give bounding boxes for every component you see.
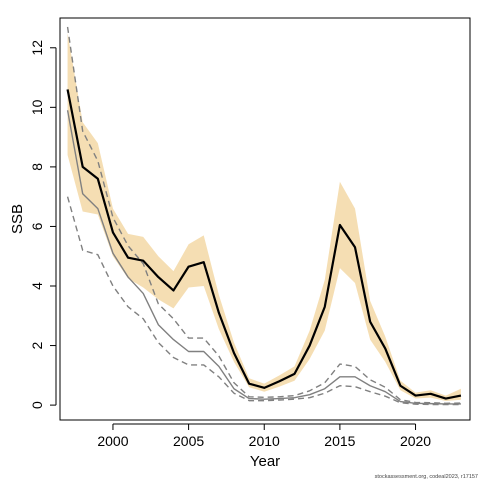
y-tick-label: 4 — [29, 282, 45, 290]
axis-layer: 2000 2005 2010 2015 2020 0 2 4 6 8 10 12 — [29, 40, 431, 449]
x-tick-label: 2010 — [249, 433, 280, 449]
previous-lower-dashed-line — [66, 196, 461, 406]
previous-estimate-line — [66, 110, 461, 405]
y-tick-label: 12 — [29, 40, 45, 56]
y-tick-label: 6 — [29, 222, 45, 230]
y-tick-label: 0 — [29, 401, 45, 409]
x-tick-label: 2005 — [173, 433, 204, 449]
ssb-estimate-line — [66, 89, 462, 400]
x-tick-label: 2000 — [97, 433, 128, 449]
plot-box — [59, 17, 471, 421]
x-axis-title: Year — [250, 453, 280, 470]
y-tick-label: 10 — [29, 99, 45, 115]
previous-upper-dashed-line — [66, 26, 461, 405]
estimate-confidence-band — [67, 32, 461, 401]
y-tick-label: 2 — [29, 341, 45, 349]
series-line-layer — [66, 26, 462, 406]
x-tick-label: 2015 — [324, 433, 355, 449]
x-tick-label: 2020 — [400, 433, 431, 449]
confidence-band-layer — [67, 32, 461, 401]
y-axis-title: SSB — [9, 204, 26, 234]
credit-text: stockassessment.org, codeal2023, r17157 — [375, 474, 478, 480]
y-tick-label: 8 — [29, 163, 45, 171]
